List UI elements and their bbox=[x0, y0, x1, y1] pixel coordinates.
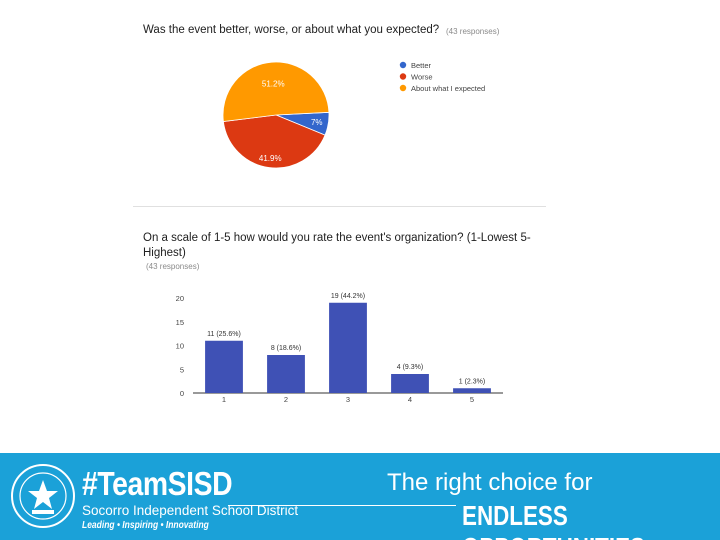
y-tick-label: 10 bbox=[176, 342, 184, 351]
footer-banner: #TeamSISD Socorro Independent School Dis… bbox=[0, 453, 720, 540]
legend-label-worse: Worse bbox=[411, 73, 433, 82]
bar-3 bbox=[329, 302, 367, 393]
legend-label-about-what-i-expected: About what I expected bbox=[411, 84, 485, 93]
pie-response-count: (43 responses) bbox=[446, 27, 500, 36]
x-tick-label: 4 bbox=[408, 395, 412, 404]
y-tick-label: 20 bbox=[176, 294, 184, 303]
y-tick-label: 5 bbox=[180, 365, 184, 374]
tagline-line1: The right choice for bbox=[387, 469, 593, 496]
district-seal-logo bbox=[11, 464, 75, 528]
bar-4 bbox=[391, 374, 429, 393]
bar-2 bbox=[267, 355, 305, 393]
y-tick-label: 15 bbox=[176, 318, 184, 327]
legend-marker-worse bbox=[399, 73, 407, 80]
district-name: Socorro Independent School District bbox=[82, 503, 299, 518]
pie-slice-worse bbox=[222, 114, 326, 169]
footer-divider-line bbox=[228, 505, 456, 506]
hashtag-logo: #TeamSISD bbox=[82, 465, 233, 502]
bar-1 bbox=[205, 340, 243, 393]
legend-marker-better bbox=[399, 61, 407, 69]
x-tick-label: 3 bbox=[346, 395, 350, 404]
x-tick-label: 2 bbox=[284, 395, 288, 404]
pie-label-better: 7% bbox=[311, 118, 323, 127]
section-divider bbox=[133, 206, 546, 207]
bar-question-title-line1: On a scale of 1-5 how would you rate the… bbox=[143, 232, 531, 244]
tagline-line2: ENDLESS OPPORTUNITIES. bbox=[462, 500, 651, 540]
bar-5 bbox=[453, 388, 491, 393]
legend-label-better: Better bbox=[411, 61, 432, 70]
pie-label-about-what-i-expected: 51.2% bbox=[262, 79, 285, 88]
bar-data-label-1: 11 (25.6%) bbox=[207, 331, 241, 338]
district-motto: Leading • Inspiring • Innovating bbox=[82, 520, 209, 531]
bar-response-count: (43 responses) bbox=[146, 262, 200, 271]
bar-data-label-5: 1 (2.3%) bbox=[459, 378, 485, 385]
pie-question-title: Was the event better, worse, or about wh… bbox=[143, 24, 440, 36]
pie-label-worse: 41.9% bbox=[259, 154, 282, 163]
bar-data-label-2: 8 (18.6%) bbox=[271, 345, 301, 352]
bar-data-label-4: 4 (9.3%) bbox=[397, 364, 423, 371]
x-tick-label: 1 bbox=[222, 395, 226, 404]
legend-marker-about-what-i-expected bbox=[399, 84, 407, 92]
bar-question-title-line2: Highest) bbox=[143, 247, 186, 259]
pie-slice-about-what-i-expected bbox=[222, 61, 330, 122]
bar-data-label-3: 19 (44.2%) bbox=[331, 293, 365, 300]
x-tick-label: 5 bbox=[470, 395, 474, 404]
y-tick-label: 0 bbox=[180, 389, 184, 398]
